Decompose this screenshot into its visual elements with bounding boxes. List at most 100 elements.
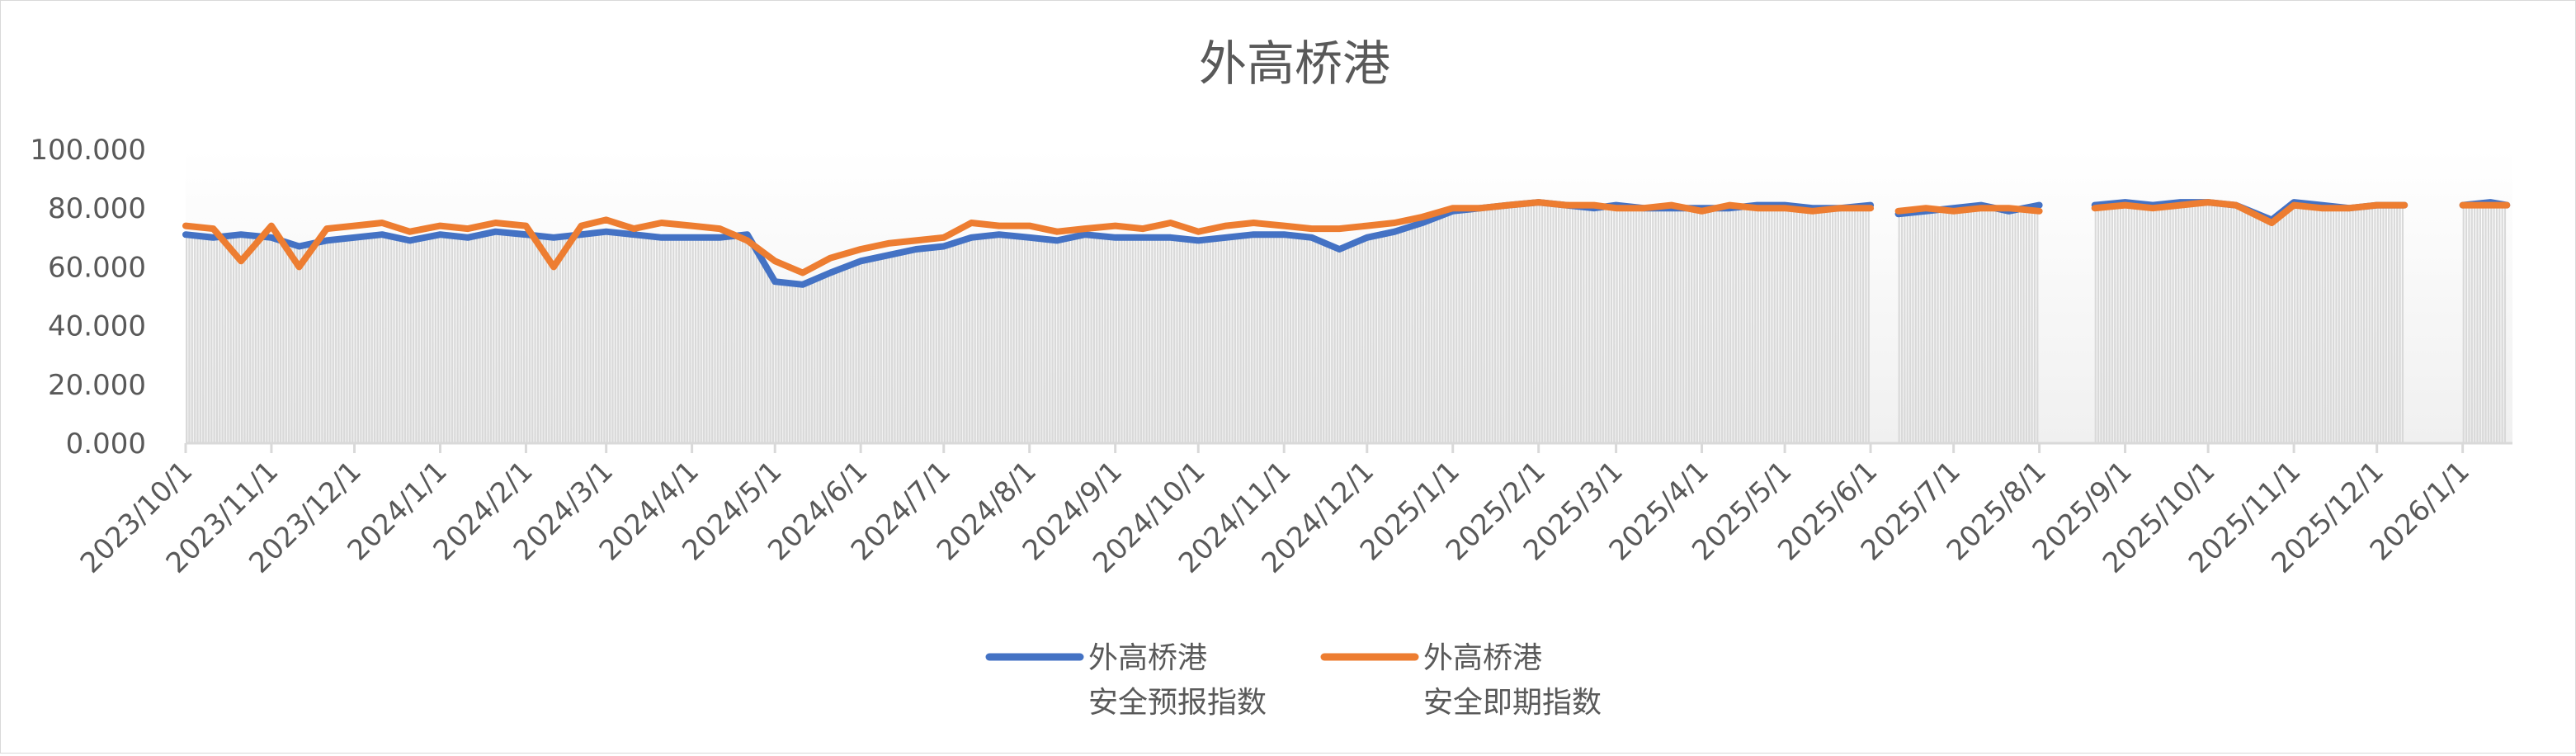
background-column	[1673, 208, 1677, 443]
background-column	[683, 237, 686, 443]
background-column	[186, 234, 188, 443]
background-column	[227, 236, 229, 443]
background-column	[296, 245, 299, 443]
background-column	[791, 283, 794, 443]
background-column	[758, 253, 761, 443]
background-column	[1159, 237, 1162, 443]
background-column	[1115, 237, 1117, 443]
background-column	[2210, 202, 2213, 443]
background-column	[327, 240, 329, 443]
background-column	[1828, 208, 1831, 443]
background-column	[2380, 205, 2382, 443]
background-column	[205, 236, 207, 443]
background-column	[1264, 234, 1267, 443]
background-column	[390, 236, 393, 443]
background-column	[844, 267, 847, 443]
background-column	[1319, 241, 1322, 443]
background-column	[2465, 205, 2468, 443]
background-column	[990, 235, 993, 443]
background-column	[1195, 240, 1198, 443]
background-column	[689, 237, 691, 443]
background-column	[1605, 206, 1607, 444]
background-column	[515, 233, 517, 443]
background-column	[1859, 206, 1861, 443]
background-column	[335, 239, 337, 443]
background-column	[1370, 237, 1372, 443]
background-column	[1513, 204, 1516, 443]
background-column	[1071, 237, 1073, 443]
background-column	[473, 236, 475, 443]
background-column	[1585, 207, 1588, 443]
background-column	[1511, 205, 1513, 444]
background-column	[1818, 208, 1820, 443]
background-column	[606, 231, 608, 443]
background-column	[1937, 210, 1939, 443]
background-column	[387, 235, 389, 443]
background-column	[664, 237, 667, 443]
background-column	[2276, 215, 2280, 443]
background-column	[2130, 202, 2133, 444]
background-column	[1956, 207, 1959, 443]
background-column	[628, 234, 630, 443]
background-column	[1998, 208, 2000, 444]
background-column	[1693, 208, 1696, 443]
background-column	[437, 234, 440, 443]
background-column	[2033, 206, 2036, 443]
background-column	[1386, 233, 1389, 443]
background-column	[1865, 206, 1867, 443]
background-column	[1045, 239, 1048, 443]
background-column	[2022, 208, 2025, 444]
background-column	[786, 282, 788, 443]
background-column	[2200, 202, 2202, 443]
background-column	[2188, 202, 2191, 443]
background-column	[498, 232, 501, 443]
background-column	[1953, 208, 1956, 443]
background-column	[736, 235, 738, 443]
background-column	[2153, 205, 2155, 443]
background-column	[2294, 202, 2296, 443]
background-column	[814, 280, 816, 443]
background-column	[1530, 203, 1532, 443]
background-column	[1057, 240, 1059, 443]
y-tick-label: 40.000	[48, 310, 146, 343]
background-column	[202, 236, 205, 443]
background-column	[215, 237, 219, 443]
background-column	[1806, 207, 1809, 443]
background-column	[1084, 234, 1087, 443]
background-column	[1375, 235, 1378, 443]
background-column	[1256, 234, 1258, 443]
background-column	[553, 237, 556, 443]
legend-label-forecast-line2: 安全预报指数	[1088, 686, 1267, 720]
background-column	[830, 272, 833, 443]
background-column	[1632, 206, 1635, 443]
background-column	[1148, 237, 1151, 443]
background-column	[1469, 209, 1472, 443]
background-column	[2147, 204, 2149, 444]
background-column	[1602, 206, 1604, 444]
background-column	[1795, 206, 1798, 443]
background-column	[583, 234, 587, 443]
background-column	[1740, 206, 1743, 443]
background-column	[1425, 221, 1427, 443]
background-column	[1593, 208, 1596, 443]
background-column	[2482, 203, 2484, 443]
background-column	[1281, 234, 1284, 443]
background-column	[771, 276, 775, 443]
background-column	[2503, 205, 2507, 443]
background-column	[2274, 217, 2276, 443]
background-column	[1918, 211, 1920, 443]
background-column	[374, 235, 376, 443]
background-column	[1309, 237, 1311, 443]
background-column	[1466, 209, 1469, 444]
background-column	[2341, 207, 2343, 443]
background-column	[1973, 206, 1975, 443]
background-column	[2100, 204, 2102, 443]
background-column	[360, 237, 362, 443]
background-column	[440, 234, 442, 443]
background-column	[1004, 234, 1007, 443]
background-column	[238, 234, 240, 443]
background-column	[916, 249, 918, 443]
background-column	[1840, 208, 1842, 443]
background-column	[1007, 235, 1010, 443]
background-column	[1574, 206, 1577, 443]
